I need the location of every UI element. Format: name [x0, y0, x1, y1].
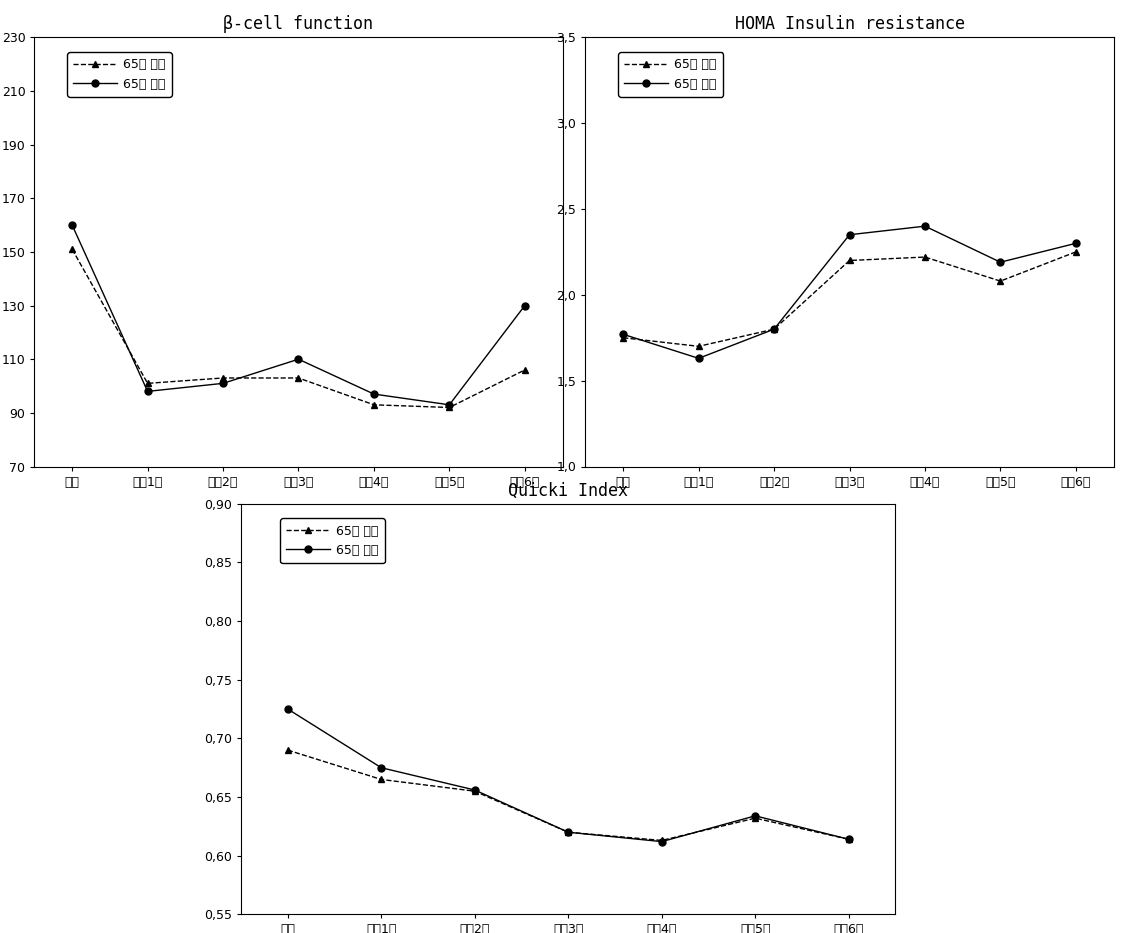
65세 이상: [374, 762, 388, 773]
Title: Quicki Index: Quicki Index: [509, 481, 628, 499]
65세 미만: [141, 378, 155, 389]
65세 미만: [468, 786, 482, 797]
65세 이상: [561, 827, 575, 838]
65세 미만: [748, 813, 762, 824]
Line: 65세 미만: 65세 미만: [285, 746, 852, 844]
65세 이상: [918, 220, 932, 231]
65세 이상: [65, 219, 79, 230]
65세 미만: [767, 324, 781, 335]
65세 이상: [993, 257, 1007, 268]
65세 이상: [292, 354, 305, 365]
65세 미만: [216, 372, 230, 383]
65세 미만: [292, 372, 305, 383]
Title: HOMA Insulin resistance: HOMA Insulin resistance: [735, 15, 964, 33]
65세 미만: [65, 244, 79, 255]
65세 이상: [468, 785, 482, 796]
65세 이상: [692, 353, 706, 364]
Legend: 65세 미만, 65세 이상: 65세 미만, 65세 이상: [618, 52, 723, 97]
Line: 65세 미만: 65세 미만: [69, 245, 528, 411]
65세 미만: [442, 402, 456, 413]
65세 이상: [216, 378, 230, 389]
Line: 65세 이상: 65세 이상: [69, 222, 528, 409]
65세 이상: [141, 386, 155, 397]
Legend: 65세 미만, 65세 이상: 65세 미만, 65세 이상: [67, 52, 172, 97]
Line: 65세 이상: 65세 이상: [285, 705, 852, 845]
65세 이상: [654, 836, 668, 847]
65세 미만: [692, 341, 706, 352]
Line: 65세 이상: 65세 이상: [620, 223, 1079, 362]
65세 이상: [841, 834, 855, 845]
65세 미만: [654, 835, 668, 846]
65세 이상: [843, 230, 856, 241]
65세 이상: [442, 399, 456, 411]
Title: β-cell function: β-cell function: [224, 15, 373, 33]
65세 이상: [367, 388, 381, 399]
65세 이상: [767, 324, 781, 335]
65세 미만: [616, 332, 630, 343]
65세 미만: [518, 365, 532, 376]
65세 미만: [561, 827, 575, 838]
65세 미만: [843, 255, 856, 266]
65세 이상: [1069, 238, 1083, 249]
Line: 65세 미만: 65세 미만: [620, 248, 1079, 350]
65세 미만: [1069, 246, 1083, 258]
Legend: 65세 미만, 65세 이상: 65세 미만, 65세 이상: [280, 518, 385, 563]
65세 미만: [374, 773, 388, 785]
65세 미만: [918, 252, 932, 263]
65세 이상: [748, 810, 762, 821]
65세 이상: [518, 300, 532, 312]
65세 미만: [281, 745, 295, 756]
65세 미만: [993, 275, 1007, 286]
65세 이상: [281, 703, 295, 715]
65세 이상: [616, 328, 630, 340]
65세 미만: [367, 399, 381, 411]
65세 미만: [841, 834, 855, 845]
